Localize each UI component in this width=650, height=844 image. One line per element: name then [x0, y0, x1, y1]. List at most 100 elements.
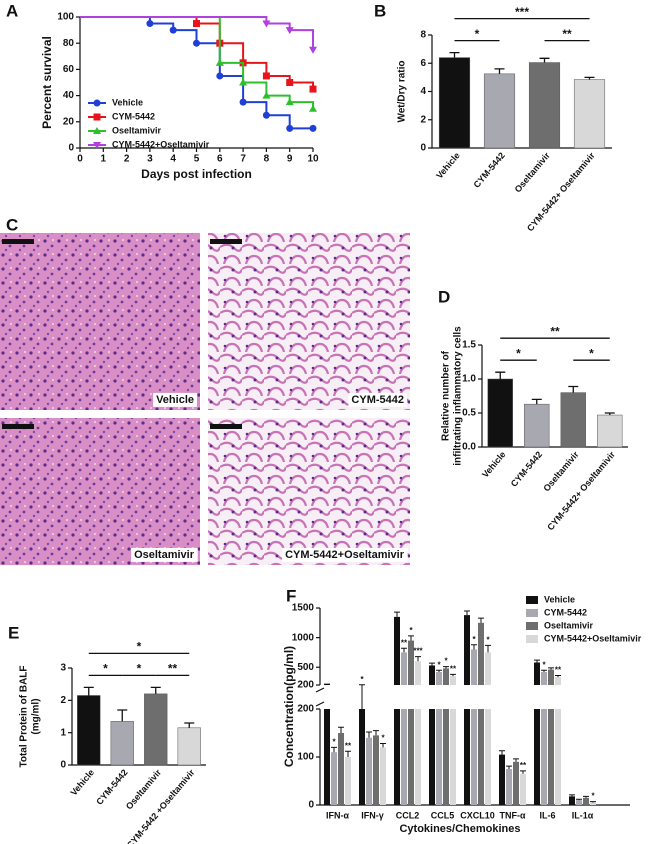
bar: [110, 721, 134, 766]
bar: [524, 403, 550, 448]
significance-label: *: [103, 662, 108, 676]
error-bar: [541, 669, 547, 672]
bar: [144, 693, 168, 766]
bar: [415, 709, 421, 805]
error-bar: [83, 686, 94, 696]
axis-break: [315, 687, 325, 707]
error-bar: [366, 731, 372, 738]
significance-label: *: [516, 346, 521, 360]
bar: [590, 802, 596, 805]
error-bar: [150, 686, 161, 694]
bar: [366, 737, 372, 805]
x-tick-label: IFN-α: [326, 810, 349, 820]
legend-label: Vehicle: [544, 594, 575, 604]
y-tick-label: 1000: [292, 632, 315, 643]
x-tick-label: 6: [217, 154, 223, 165]
y-tick-label: 200: [297, 704, 314, 715]
x-tick-label: 1: [101, 154, 107, 165]
bar: [408, 640, 414, 685]
significance-label: *: [332, 738, 336, 747]
significance-label: *: [381, 734, 385, 743]
bar: [324, 684, 330, 685]
error-bar: [443, 666, 449, 669]
marker: [215, 58, 224, 66]
bar: [177, 727, 201, 766]
bar: [485, 709, 491, 805]
x-tick-label: CCL2: [396, 810, 420, 820]
significance-label: **: [555, 666, 562, 675]
y-axis-title: Total Protein of BALF: [19, 665, 30, 767]
significance-label: **: [168, 662, 178, 676]
error-bar: [568, 385, 579, 393]
marker: [146, 20, 154, 28]
marker: [309, 85, 317, 93]
bar: [541, 709, 547, 805]
y-tick-label: 0.0: [462, 442, 476, 453]
y-tick-label: 0.5: [462, 408, 476, 419]
significance-label: **: [345, 741, 352, 750]
micrograph: [208, 418, 410, 565]
y-tick-label: 0: [420, 143, 426, 154]
error-bar: [531, 398, 542, 405]
error-bar: [584, 76, 595, 80]
x-tick-label: CCL5: [431, 810, 455, 820]
legend-label: Oseltamivir: [544, 620, 594, 630]
marker: [239, 78, 248, 86]
significance-label: *: [472, 635, 476, 644]
y-axis-title: infiltrating inflammatory cells: [453, 326, 464, 466]
bar: [485, 652, 491, 685]
x-tick-label: Vehicle: [480, 449, 508, 479]
bar: [359, 709, 365, 805]
legend-swatch: [526, 609, 538, 617]
x-tick-label: CYM-5442: [472, 150, 507, 189]
marker: [285, 27, 294, 35]
error-bar: [494, 68, 505, 74]
bar: [541, 671, 547, 685]
legend-swatch: [526, 622, 538, 630]
y-tick-label: 1500: [292, 603, 315, 614]
x-tick-label: TNF-α: [499, 810, 525, 820]
y-axis-title: Concentration(pg/ml): [282, 646, 296, 767]
bar: [380, 747, 386, 805]
x-tick-label: 7: [240, 154, 246, 165]
legend-label: CYM-5442: [544, 607, 587, 617]
bar: [324, 709, 330, 805]
error-bar: [569, 794, 575, 797]
x-tick-label: 5: [194, 154, 200, 165]
marker: [285, 98, 294, 106]
micrograph: [0, 418, 200, 565]
significance-label: ***: [413, 647, 423, 656]
significance-label: **: [550, 324, 560, 338]
marker: [93, 99, 101, 107]
bar: [534, 709, 540, 805]
panel-letter: C: [6, 215, 18, 234]
y-tick-label: 0: [60, 760, 66, 771]
y-tick-label: 8: [420, 30, 426, 41]
marker: [93, 113, 101, 121]
x-tick-label: IL-6: [539, 810, 555, 820]
significance-label: *: [475, 27, 480, 41]
error-bar: [513, 758, 519, 762]
error-bar: [555, 675, 561, 678]
x-tick-label: Oseltamivir: [513, 150, 552, 194]
bar: [506, 769, 512, 805]
significance-label: **: [562, 27, 572, 41]
bar: [483, 73, 516, 149]
y-tick-label: 100: [57, 12, 74, 23]
marker: [309, 104, 317, 112]
legend-label: CYM-5442: [112, 111, 155, 121]
micrograph: [208, 233, 410, 410]
micrograph-label: Oseltamivir: [134, 549, 195, 561]
bar: [555, 709, 561, 805]
y-tick-label: 2: [420, 114, 426, 125]
error-bar: [338, 726, 344, 733]
bar: [401, 709, 407, 805]
significance-label: *: [137, 662, 142, 676]
bar: [478, 622, 484, 685]
significance-label: *: [444, 657, 448, 666]
bar: [450, 709, 456, 805]
error-bar: [117, 709, 128, 722]
bar: [576, 800, 582, 805]
panel-letter: E: [8, 623, 19, 642]
